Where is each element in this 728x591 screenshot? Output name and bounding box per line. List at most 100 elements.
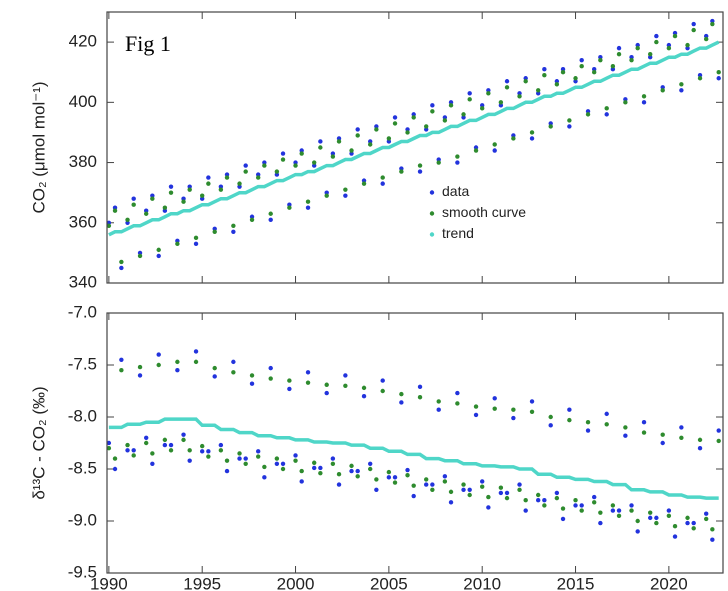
data-point [324, 193, 329, 198]
data-point [592, 67, 597, 72]
data-point [312, 163, 317, 168]
data-point [125, 217, 130, 222]
data-point [119, 357, 124, 362]
data-point [616, 508, 622, 513]
data-point [399, 166, 404, 171]
data-point [467, 97, 472, 102]
x-tick-label: 2015 [557, 574, 595, 591]
data-point [635, 45, 640, 51]
data-point [243, 456, 248, 461]
x-tick-label: 2020 [650, 574, 688, 591]
trend-line [108, 40, 720, 237]
data-point [324, 190, 329, 195]
data-point [504, 490, 510, 496]
data-point [480, 106, 485, 111]
data-point [523, 498, 528, 503]
data-point [610, 67, 616, 72]
x-tick-label: 1990 [90, 574, 128, 591]
trend-line [108, 417, 719, 500]
data-point [672, 524, 678, 529]
data-point [156, 362, 161, 368]
data-point [249, 214, 255, 219]
data-point [256, 454, 261, 459]
x-tick-label: 2000 [277, 574, 315, 591]
data-point [529, 399, 535, 404]
data-point [218, 442, 224, 448]
data-point [486, 91, 491, 96]
data-point [256, 172, 261, 177]
data-point [175, 241, 180, 247]
y-axis-label: CO₂ (μmol mol⁻¹) [29, 81, 48, 213]
data-point [417, 395, 423, 400]
data-point [654, 520, 659, 526]
data-point [268, 211, 273, 216]
data-point [504, 495, 510, 501]
data-point [274, 169, 280, 174]
data-point [691, 21, 696, 27]
data-point [635, 518, 640, 524]
data-point [349, 148, 354, 153]
data-point [168, 448, 174, 453]
data-point [374, 477, 379, 482]
data-point [374, 124, 379, 129]
data-point [262, 464, 267, 470]
data-point [654, 33, 659, 39]
data-point [704, 511, 709, 516]
data-point [131, 453, 136, 458]
data-point [672, 534, 678, 539]
data-point [175, 359, 180, 365]
data-point [548, 121, 553, 126]
data-point [697, 76, 703, 81]
data-point [330, 151, 336, 156]
data-point [156, 253, 161, 259]
data-point [654, 515, 659, 521]
data-point [616, 513, 622, 518]
y-tick-label: 400 [69, 92, 97, 111]
data-point [231, 229, 236, 235]
data-point [660, 440, 665, 446]
data-point [529, 130, 535, 135]
data-point [181, 437, 186, 443]
data-point [498, 103, 504, 108]
data-point [368, 461, 373, 466]
data-point [131, 196, 136, 201]
data-point [554, 79, 560, 84]
data-point [511, 415, 516, 421]
data-point [548, 423, 553, 428]
data-point [224, 172, 230, 177]
y-tick-label: 340 [69, 272, 97, 291]
data-point [679, 88, 684, 93]
data-point [262, 163, 267, 168]
data-point [206, 181, 211, 186]
data-point [330, 461, 336, 466]
data-point [231, 359, 236, 365]
data-point [349, 463, 354, 469]
data-point [461, 112, 466, 117]
data-point [536, 91, 541, 96]
data-point [224, 175, 230, 180]
data-point [486, 505, 491, 510]
x-tick-label: 2010 [463, 574, 501, 591]
data-point [150, 196, 155, 201]
data-point [448, 489, 454, 495]
data-point [411, 112, 416, 117]
data-point [361, 181, 367, 186]
data-point [430, 487, 435, 492]
data-point [330, 154, 336, 159]
data-point [150, 461, 155, 466]
data-point [231, 370, 236, 375]
y-tick-label: -8.5 [68, 458, 97, 477]
data-point [648, 515, 653, 521]
data-point [579, 508, 584, 513]
data-point [237, 456, 242, 461]
data-point [610, 63, 616, 69]
legend-label: smooth curve [442, 204, 526, 220]
data-point [336, 482, 342, 487]
data-point [200, 443, 205, 449]
data-point [623, 433, 628, 438]
data-point [548, 124, 553, 129]
panel: 340 360 380 400 420 CO₂ (μmol mol⁻¹) Fig 1 data… [29, 11, 724, 291]
data-point [536, 498, 541, 503]
data-point [106, 223, 112, 228]
data-point [504, 85, 510, 90]
